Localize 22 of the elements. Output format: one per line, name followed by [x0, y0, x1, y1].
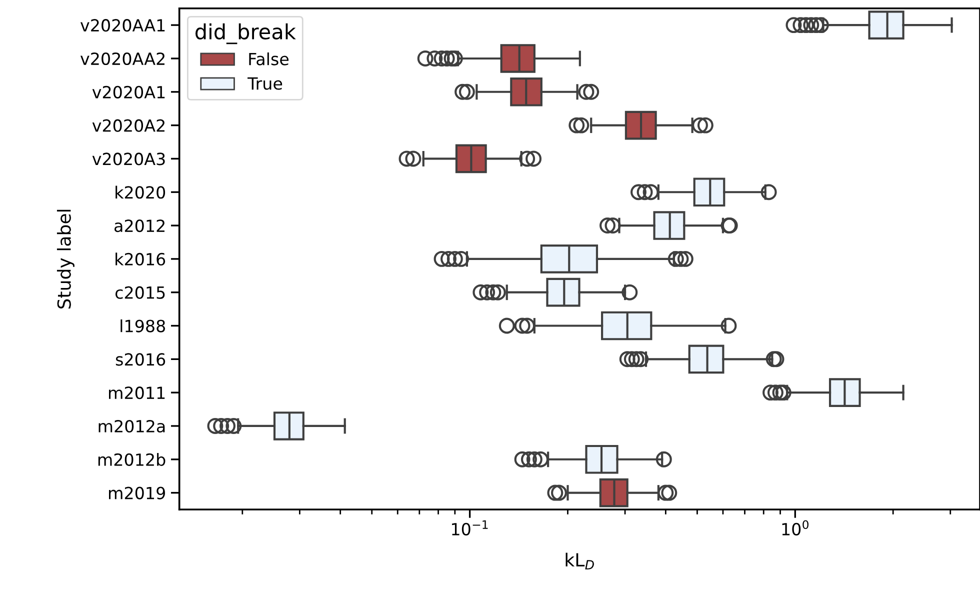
y-tick-label: m2011 — [109, 386, 165, 400]
x-tick-label: 10$^{−1}$ — [452, 520, 488, 536]
y-tick-label: c2015 — [115, 286, 165, 299]
y-tick-label: v2020AA1 — [80, 19, 165, 32]
y-axis-title: Study label — [56, 210, 74, 309]
x-axis-title: kL$_{D}$ — [566, 552, 594, 570]
y-tick-label: m2019 — [109, 486, 165, 500]
y-tick-label: m2012a — [98, 420, 165, 433]
y-tick-label: v2020A3 — [92, 152, 165, 166]
y-tick-label: k2016 — [116, 252, 166, 266]
y-tick-label: l1988 — [120, 319, 166, 332]
x-tick-label: 10$^{0}$ — [782, 520, 808, 536]
y-tick-label: s2016 — [116, 353, 166, 366]
y-tick-label: k2020 — [116, 186, 166, 199]
legend-title: did_break — [195, 23, 296, 44]
y-tick-label: v2020A1 — [92, 86, 165, 98]
y-tick-label: v2020AA2 — [80, 52, 164, 66]
legend-label: False — [249, 52, 289, 66]
legend-label: True — [248, 77, 282, 90]
y-tick-label: v2020A2 — [92, 119, 164, 132]
y-tick-label: m2012b — [98, 453, 166, 466]
y-tick-label: a2012 — [114, 219, 164, 232]
